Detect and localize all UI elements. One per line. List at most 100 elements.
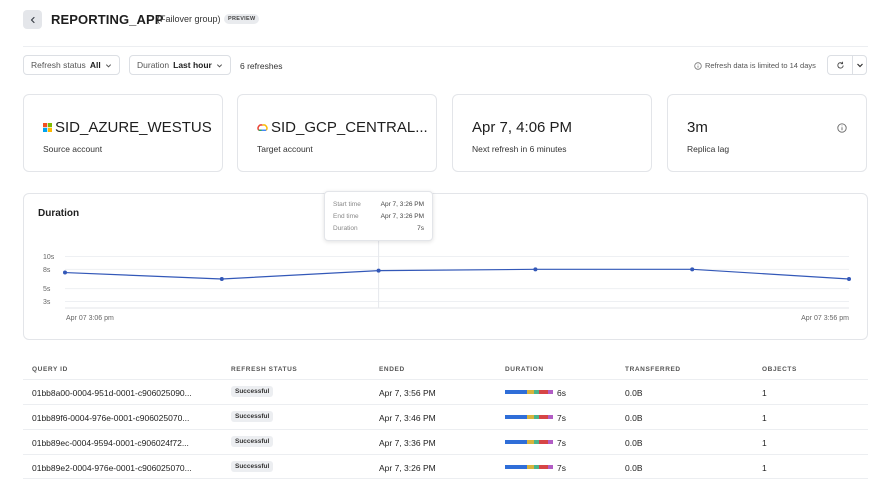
column-header-ended[interactable]: ENDED — [379, 366, 405, 373]
duration-bar — [505, 415, 553, 419]
source-account-card: SID_AZURE_WESTUS Source account — [23, 94, 223, 172]
duration-chart-panel: Duration 10s 8s 5s 3s Apr 07 3:06 pm Apr 07 3… — [23, 193, 868, 340]
info-icon — [694, 61, 702, 70]
objects-cell: 1 — [762, 463, 767, 473]
transferred-cell: 0.0B — [625, 438, 643, 448]
query-id-cell[interactable]: 01bb8a00-0004-951d-0001-c906025090... — [32, 388, 192, 398]
back-button[interactable] — [23, 10, 42, 29]
transferred-cell: 0.0B — [625, 388, 643, 398]
y-tick-label: 5s — [43, 286, 51, 293]
info-icon[interactable] — [837, 123, 847, 133]
data-point — [219, 277, 224, 281]
ended-cell: Apr 7, 3:46 PM — [379, 413, 436, 423]
azure-icon — [43, 123, 52, 132]
replica-lag-value: 3m — [687, 119, 708, 136]
column-header-transferred[interactable]: TRANSFERRED — [625, 366, 681, 373]
table-row[interactable]: 01bb89ec-0004-9594-0001-c906024f72... Su… — [23, 429, 868, 454]
refresh-count: 6 refreshes — [240, 61, 283, 71]
preview-badge: PREVIEW — [224, 14, 260, 24]
source-account-label: Source account — [43, 144, 103, 154]
ended-cell: Apr 7, 3:26 PM — [379, 463, 436, 473]
chevron-down-icon — [216, 63, 222, 67]
duration-value: Last hour — [173, 60, 212, 70]
query-id-cell[interactable]: 01bb89e2-0004-976e-0001-c906025070... — [32, 463, 192, 473]
y-tick-label: 8s — [43, 267, 51, 274]
status-badge: Successful — [231, 461, 274, 472]
refresh-status-filter[interactable]: Refresh status All — [23, 55, 120, 75]
tooltip-duration-row: Duration 7s — [333, 225, 424, 232]
y-tick-label: 3s — [43, 299, 51, 306]
next-refresh-card: Apr 7, 4:06 PM Next refresh in 6 minutes — [452, 94, 652, 172]
objects-cell: 1 — [762, 438, 767, 448]
duration-cell: 6s — [557, 388, 566, 398]
objects-cell: 1 — [762, 413, 767, 423]
chevron-down-icon — [856, 63, 863, 68]
tooltip-end-value: Apr 7, 3:26 PM — [380, 213, 424, 220]
page-title: REPORTING_APP — [51, 12, 164, 27]
duration-label: Duration — [137, 60, 170, 70]
tooltip-start-value: Apr 7, 3:26 PM — [380, 201, 424, 208]
status-badge: Successful — [231, 436, 274, 447]
chevron-down-icon — [105, 63, 111, 67]
column-header-objects[interactable]: OBJECTS — [762, 366, 797, 373]
table-row[interactable]: 01bb8a00-0004-951d-0001-c906025090... Su… — [23, 379, 868, 404]
ended-cell: Apr 7, 3:36 PM — [379, 438, 436, 448]
table-row[interactable]: 01bb89f6-0004-976e-0001-c906025070... Su… — [23, 404, 868, 429]
data-point — [690, 267, 695, 272]
objects-cell: 1 — [762, 388, 767, 398]
gcp-icon — [257, 124, 268, 131]
column-header-duration[interactable]: DURATION — [505, 366, 544, 373]
status-badge: Successful — [231, 411, 274, 422]
query-id-cell[interactable]: 01bb89ec-0004-9594-0001-c906024f72... — [32, 438, 189, 448]
refresh-limit-text: Refresh data is limited to 14 days — [705, 61, 816, 70]
duration-cell: 7s — [557, 438, 566, 448]
query-id-cell[interactable]: 01bb89f6-0004-976e-0001-c906025070... — [32, 413, 190, 423]
data-point — [847, 277, 851, 281]
transferred-cell: 0.0B — [625, 463, 643, 473]
header-divider — [23, 46, 868, 47]
refresh-menu-button[interactable] — [852, 55, 867, 75]
data-point — [533, 267, 538, 272]
column-header-refresh-status[interactable]: REFRESH STATUS — [231, 366, 298, 373]
column-header-query-id[interactable]: QUERY ID — [32, 366, 68, 373]
refresh-limit-note: Refresh data is limited to 14 days — [694, 61, 816, 70]
page-subtitle: (Failover group) — [157, 14, 221, 24]
tooltip-duration-label: Duration — [333, 225, 358, 232]
x-tick-label: Apr 07 3:06 pm — [66, 315, 114, 322]
duration-series-line — [64, 268, 850, 280]
refresh-icon — [836, 61, 844, 68]
target-account-value: SID_GCP_CENTRAL... — [257, 119, 428, 136]
next-refresh-label: Next refresh in 6 minutes — [472, 144, 567, 154]
source-account-name: SID_AZURE_WESTUS — [55, 119, 212, 136]
target-account-card: SID_GCP_CENTRAL... Target account — [237, 94, 437, 172]
status-badge: Successful — [231, 386, 274, 397]
x-tick-label: Apr 07 3:56 pm — [801, 315, 849, 322]
tooltip-start-row: Start time Apr 7, 3:26 PM — [333, 201, 424, 208]
data-point — [376, 268, 381, 273]
replica-lag-label: Replica lag — [687, 144, 730, 154]
refresh-button[interactable] — [827, 55, 853, 75]
duration-bar — [505, 465, 553, 469]
ended-cell: Apr 7, 3:56 PM — [379, 388, 436, 398]
refresh-status-value: All — [89, 60, 101, 70]
refresh-status-label: Refresh status — [31, 60, 86, 70]
duration-bar — [505, 440, 553, 444]
duration-filter[interactable]: Duration Last hour — [129, 55, 231, 75]
duration-cell: 7s — [557, 413, 566, 423]
table-row[interactable]: 01bb89e2-0004-976e-0001-c906025070... Su… — [23, 454, 868, 479]
duration-cell: 7s — [557, 463, 566, 473]
chart-tooltip: Start time Apr 7, 3:26 PM End time Apr 7… — [324, 191, 433, 241]
target-account-name: SID_GCP_CENTRAL... — [271, 119, 428, 136]
replica-lag-card: 3m Replica lag — [667, 94, 867, 172]
duration-bar — [505, 390, 553, 394]
tooltip-end-label: End time — [333, 213, 359, 220]
tooltip-start-label: Start time — [333, 201, 361, 208]
source-account-value: SID_AZURE_WESTUS — [43, 119, 212, 136]
tooltip-end-row: End time Apr 7, 3:26 PM — [333, 213, 424, 220]
transferred-cell: 0.0B — [625, 413, 643, 423]
data-point — [63, 270, 67, 275]
target-account-label: Target account — [257, 144, 313, 154]
duration-chart: 10s 8s 5s 3s Apr 07 3:06 pm Apr 07 3:56 pm — [43, 238, 851, 322]
chevron-left-icon — [30, 16, 35, 23]
tooltip-duration-value: 7s — [417, 225, 424, 232]
